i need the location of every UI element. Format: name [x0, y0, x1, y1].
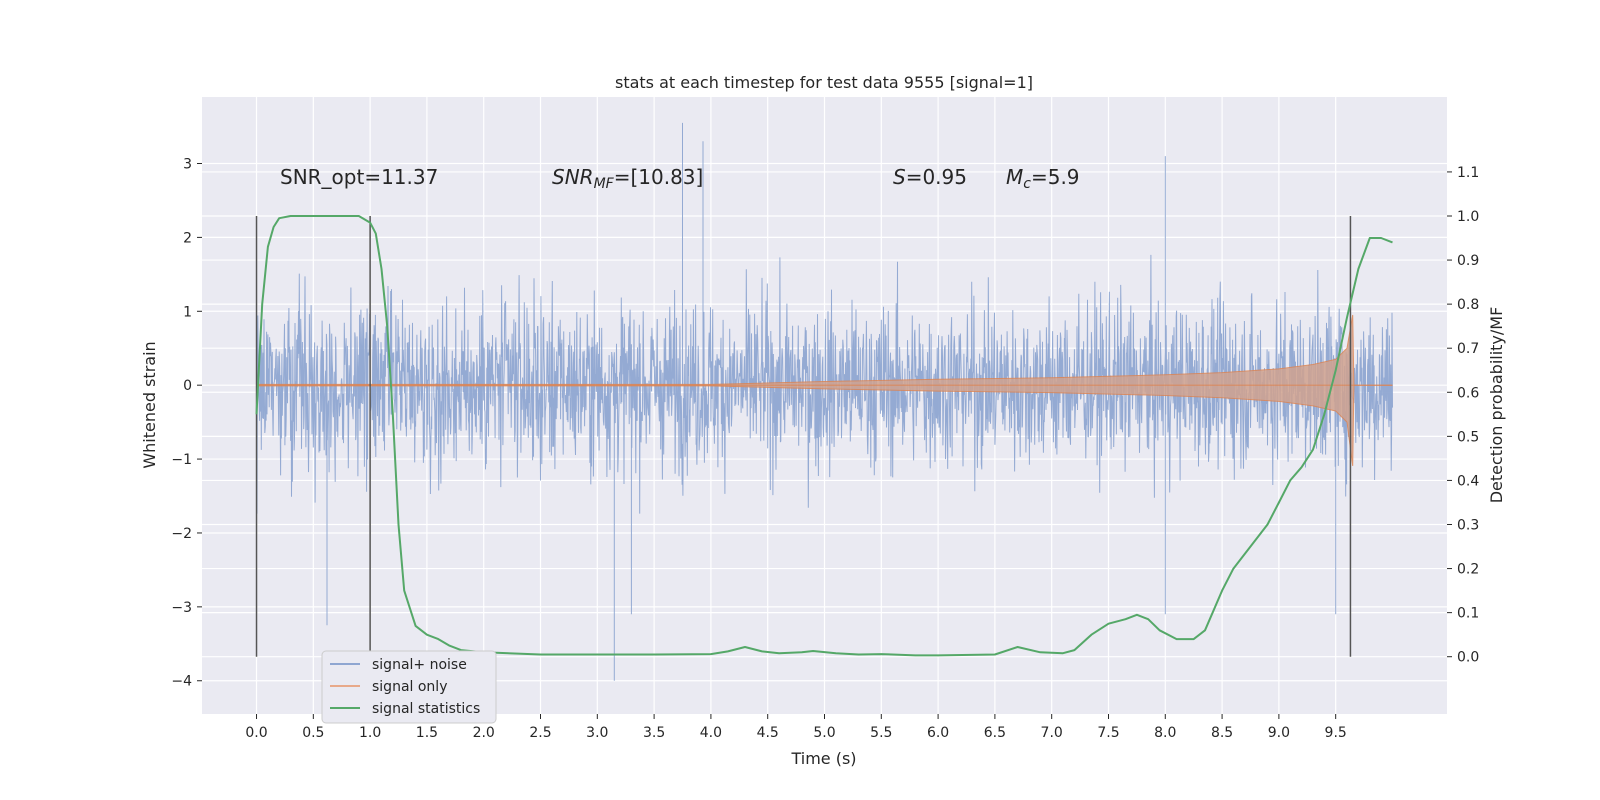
annotations: SNR_opt=11.37 SNRMF=[10.83] S=0.95 Mc=5.…	[280, 165, 1080, 192]
y-tick-label-1: −3	[171, 600, 192, 616]
y-tick-label-2: −2	[171, 526, 192, 542]
x-tick-label-3: 1.5	[416, 725, 438, 741]
x-tick-label-1: 0.5	[302, 725, 324, 741]
y-tick-label-6: 2	[183, 230, 192, 246]
y2-tick-label-6: 0.6	[1457, 385, 1479, 401]
annotation-s: S=0.95	[893, 165, 967, 189]
vertical-markers	[255, 215, 1352, 657]
y-tick-label-7: 3	[183, 157, 192, 173]
x-tick-label-12: 6.0	[927, 725, 949, 741]
y-axis-label: Whitened strain	[140, 341, 159, 468]
y-tick-label-3: −1	[171, 452, 192, 468]
x-tick-label-19: 9.5	[1325, 725, 1347, 741]
y2-tick-label-0: 0.0	[1457, 650, 1479, 666]
y2-tick-labels: 0.0 0.1 0.2 0.3 0.4 0.5 0.6 0.7 0.8 0.9 1.0 1.1	[1447, 165, 1479, 666]
annotation-snr-opt: SNR_opt=11.37	[280, 165, 438, 189]
y2-tick-label-8: 0.8	[1457, 297, 1479, 313]
annotation-snr-mf: SNRMF=[10.83]	[552, 165, 703, 192]
x-tick-label-6: 3.0	[586, 725, 608, 741]
legend: signal+ noise signal only signal statist…	[321, 650, 497, 724]
signal-only-series	[256, 314, 1393, 466]
x-axis-label: Time (s)	[790, 749, 856, 768]
x-tick-label-15: 7.5	[1097, 725, 1119, 741]
x-tick-labels: 0.0 0.5 1.0 1.5 2.0 2.5 3.0 3.5 4.0 4.5 5.0 5.5 6.0 6…	[245, 714, 1347, 741]
x-tick-label-9: 4.5	[757, 725, 779, 741]
y2-tick-label-4: 0.4	[1457, 473, 1479, 489]
y2-tick-label-3: 0.3	[1457, 517, 1479, 533]
x-tick-label-14: 7.0	[1041, 725, 1063, 741]
x-tick-label-2: 1.0	[359, 725, 381, 741]
x-tick-label-0: 0.0	[245, 725, 267, 741]
x-tick-label-18: 9.0	[1268, 725, 1290, 741]
y-tick-label-4: 0	[183, 378, 192, 394]
y2-axis-label: Detection probability/MF	[1487, 307, 1506, 504]
x-tick-label-5: 2.5	[529, 725, 551, 741]
y-tick-labels: −4 −3 −2 −1 0 1 2 3	[171, 157, 202, 690]
x-tick-label-8: 4.0	[700, 725, 722, 741]
legend-box	[321, 650, 497, 724]
signal-noise-line	[256, 122, 1393, 681]
x-tick-label-7: 3.5	[643, 725, 665, 741]
chart-title: stats at each timestep for test data 955…	[615, 73, 1033, 92]
x-tick-label-11: 5.5	[870, 725, 892, 741]
signal-statistics-series	[255, 215, 1393, 657]
legend-label-signal: signal only	[372, 679, 447, 695]
x-tick-label-13: 6.5	[984, 725, 1006, 741]
y2-tick-label-7: 0.7	[1457, 341, 1479, 357]
signal-noise-series	[256, 122, 1393, 681]
legend-label-stats: signal statistics	[372, 701, 480, 717]
y2-tick-label-2: 0.2	[1457, 562, 1479, 578]
legend-label-noise: signal+ noise	[372, 657, 467, 673]
y-tick-label-0: −4	[171, 674, 192, 690]
y2-tick-label-10: 1.0	[1457, 209, 1479, 225]
y2-tick-label-11: 1.1	[1457, 165, 1479, 181]
x-tick-label-16: 8.0	[1154, 725, 1176, 741]
y2-tick-label-5: 0.5	[1457, 429, 1479, 445]
signal-statistics-line	[255, 215, 1393, 657]
x-tick-label-10: 5.0	[813, 725, 835, 741]
x-tick-label-17: 8.5	[1211, 725, 1233, 741]
annotation-mc: Mc=5.9	[1006, 165, 1080, 192]
x-tick-label-4: 2.0	[473, 725, 495, 741]
y2-tick-label-9: 0.9	[1457, 253, 1479, 269]
y-tick-label-5: 1	[183, 304, 192, 320]
y2-tick-label-1: 0.1	[1457, 606, 1479, 622]
